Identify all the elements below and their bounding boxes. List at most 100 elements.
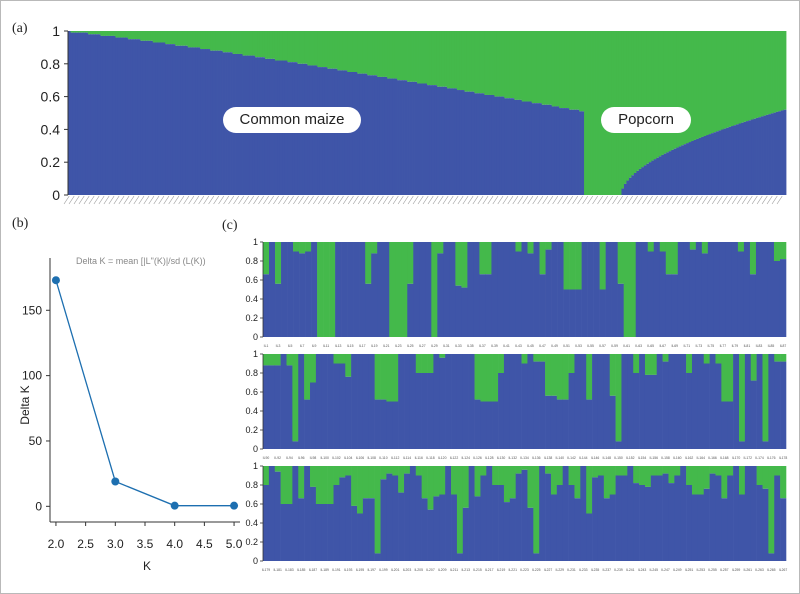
sample-tick-label — [502, 195, 509, 205]
y-tick-label: 0.8 — [41, 56, 61, 72]
bar-segment-blue — [357, 354, 364, 449]
sample-tick-label — [696, 195, 703, 205]
bar-segment-green — [697, 466, 705, 495]
sample-tick-label — [617, 195, 623, 205]
bar-segment-green — [334, 31, 338, 69]
bar-segment-blue — [719, 242, 727, 337]
bar-segment-blue — [733, 354, 740, 449]
bar-segment-blue — [731, 126, 735, 195]
bar-segment-blue — [142, 40, 146, 196]
bar-segment-green — [304, 31, 308, 64]
bar-segment-green — [674, 466, 681, 476]
sample-tick-label — [512, 195, 519, 205]
bar-segment-blue — [280, 354, 287, 449]
bar-segment-green — [357, 466, 364, 514]
bar-segment-blue — [392, 475, 399, 561]
bar-segment-blue — [529, 101, 533, 195]
sample-tick-label — [402, 195, 409, 205]
bar-segment-green — [446, 31, 450, 89]
sample-tick-label — [756, 195, 763, 205]
bar-segment-green — [339, 31, 343, 71]
bar-segment-blue — [392, 401, 399, 449]
bar-segment-blue — [683, 242, 691, 337]
sample-tick-label — [637, 195, 643, 205]
sample-tick-label — [761, 195, 768, 205]
bar-segment-blue — [648, 162, 652, 195]
sample-tick-label — [602, 195, 608, 205]
bar-segment-blue — [509, 98, 513, 195]
bar-segment-blue — [364, 73, 368, 195]
bar-segment-green — [414, 31, 418, 82]
sample-tick-label — [347, 195, 354, 205]
bar-segment-blue — [691, 140, 695, 195]
bar-segment-blue — [593, 242, 600, 337]
bar-segment-green — [309, 31, 313, 66]
bar-segment-blue — [695, 242, 703, 337]
sample-label: IL207 — [426, 568, 435, 572]
bar-segment-blue — [155, 42, 159, 196]
bar-segment-blue — [275, 283, 282, 337]
common-maize-label: Common maize — [223, 107, 361, 133]
bar-segment-green — [691, 466, 699, 495]
sample-label: IL265 — [767, 568, 776, 572]
bar-segment-blue — [492, 485, 499, 561]
bar-segment-blue — [617, 283, 624, 337]
sample-tick-label — [337, 195, 344, 205]
sample-label: IL29 — [431, 344, 438, 348]
bar-segment-blue — [117, 37, 121, 196]
bar-segment-green — [289, 31, 293, 63]
bar-segment-blue — [668, 354, 675, 449]
sample-tick-label — [308, 195, 314, 205]
bar-segment-green — [575, 242, 582, 290]
sample-tick-label — [218, 195, 225, 205]
bar-segment-blue — [304, 466, 311, 561]
bar-segment-green — [242, 31, 246, 56]
bar-segment-green — [77, 31, 81, 33]
bar-segment-blue — [779, 259, 787, 337]
bar-segment-green — [554, 31, 558, 107]
bar-segment-green — [549, 31, 553, 105]
bar-segment-green — [427, 466, 434, 510]
bar-segment-blue — [716, 131, 720, 195]
bar-segment-green — [444, 31, 448, 87]
sample-label: IL201 — [391, 568, 400, 572]
sample-label: IL132 — [508, 456, 517, 460]
bar-segment-blue — [491, 242, 498, 337]
bar-segment-blue — [321, 354, 328, 449]
bar-segment-blue — [668, 151, 672, 195]
sample-label: IL106 — [356, 456, 365, 460]
sample-tick-label — [412, 195, 419, 205]
bar-segment-blue — [586, 513, 593, 561]
sample-label: IL102 — [332, 456, 341, 460]
bar-segment-green — [466, 31, 470, 92]
bar-segment-blue — [87, 34, 91, 195]
sample-label: IL47 — [539, 344, 546, 348]
sample-tick-label — [93, 195, 100, 205]
sample-label: IL130 — [497, 456, 506, 460]
sample-tick-label — [532, 195, 539, 205]
bar-segment-green — [107, 31, 111, 36]
bar-segment-blue — [644, 486, 652, 561]
bar-segment-green — [524, 31, 528, 102]
bar-segment-blue — [427, 85, 430, 195]
bar-segment-green — [157, 31, 161, 43]
sample-tick-label — [557, 195, 564, 205]
bar-segment-green — [726, 31, 730, 128]
bar-segment-blue — [92, 34, 96, 195]
bar-segment-blue — [351, 505, 358, 561]
bar-segment-green — [492, 466, 499, 485]
sample-tick-label — [168, 195, 175, 205]
bar-segment-blue — [415, 373, 422, 449]
bar-segment-green — [372, 31, 376, 76]
bar-segment-blue — [762, 441, 769, 449]
sample-label: IL122 — [450, 456, 459, 460]
sample-label: IL233 — [579, 568, 588, 572]
bar-segment-blue — [781, 110, 784, 195]
bar-segment-blue — [374, 553, 381, 561]
bar-segment-green — [205, 31, 209, 50]
bar-segment-blue — [190, 47, 194, 196]
bar-segment-green — [633, 31, 637, 173]
sample-tick-label — [372, 195, 379, 205]
bar-segment-blue — [97, 34, 101, 195]
sample-label: IL219 — [497, 568, 506, 572]
